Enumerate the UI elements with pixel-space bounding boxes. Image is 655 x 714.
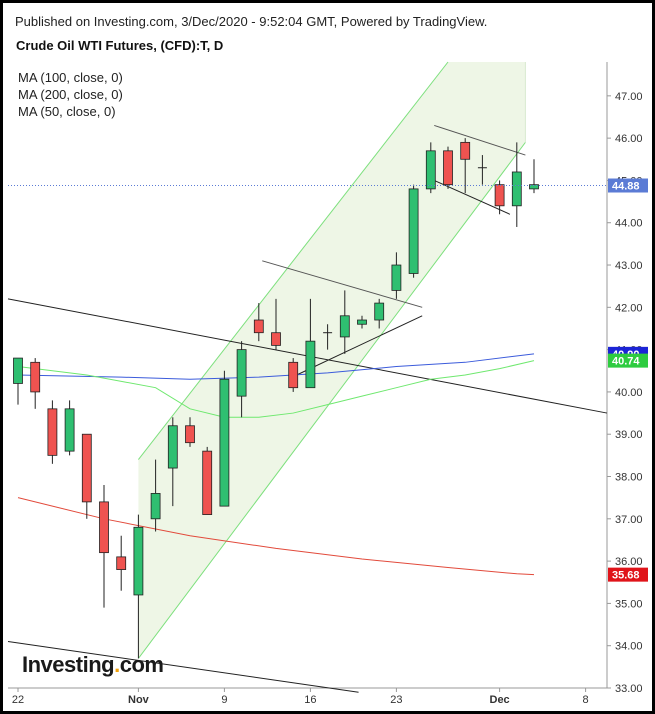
x-tick-label: 9 — [221, 694, 227, 706]
y-tick-label: 34.00 — [615, 641, 643, 653]
ma-50-line — [17, 360, 535, 418]
logo-suffix: com — [119, 652, 164, 677]
y-tick-label: 36.00 — [615, 556, 643, 568]
y-tick-label: 40.00 — [615, 387, 643, 399]
ma-200-line — [17, 497, 535, 576]
candle[interactable] — [202, 450, 213, 515]
y-tick-label: 46.00 — [615, 133, 643, 145]
x-tick-label: 22 — [12, 694, 24, 706]
pennant-upper-line — [262, 260, 423, 308]
y-tick-label: 33.00 — [615, 683, 643, 695]
ma-200-label: MA (200, close, 0) — [18, 87, 123, 102]
candle[interactable] — [185, 425, 195, 444]
candle[interactable] — [236, 349, 247, 397]
y-tick-label: 43.00 — [615, 260, 643, 272]
logo-dot: . — [114, 652, 120, 677]
candle[interactable] — [253, 319, 264, 334]
candle[interactable] — [81, 433, 92, 503]
x-tick-label: 16 — [304, 694, 316, 706]
y-tick-label: 44.00 — [615, 218, 643, 230]
flag-lower-line — [434, 179, 511, 215]
published-header: Published on Investing.com, 3/Dec/2020 -… — [15, 14, 488, 29]
candle[interactable] — [271, 332, 281, 346]
ma-100-label: MA (100, close, 0) — [18, 70, 123, 85]
flag-upper-line — [434, 124, 526, 156]
candle[interactable] — [47, 408, 58, 456]
candle[interactable] — [408, 188, 419, 274]
candle[interactable] — [116, 556, 127, 570]
candle[interactable] — [167, 425, 178, 469]
price-label: 44.88 — [612, 181, 640, 193]
price-label: 35.68 — [612, 570, 640, 582]
y-tick-label: 47.00 — [615, 91, 643, 103]
price-label-box — [608, 567, 648, 582]
y-tick-label: 39.00 — [615, 429, 643, 441]
candle[interactable] — [288, 361, 299, 389]
x-tick-label: Nov — [128, 694, 150, 706]
candle[interactable] — [374, 302, 385, 321]
instrument-title: Crude Oil WTI Futures, (CFD):T, D — [16, 38, 224, 53]
candle[interactable] — [13, 357, 23, 384]
ma-50-label: MA (50, close, 0) — [18, 104, 116, 119]
candle[interactable] — [219, 378, 230, 507]
candle[interactable] — [305, 340, 316, 389]
candle[interactable] — [64, 408, 75, 452]
candle[interactable] — [391, 264, 402, 291]
candle[interactable] — [30, 361, 41, 393]
price-label-box — [608, 353, 648, 368]
candle[interactable] — [339, 315, 350, 338]
price-label-box — [608, 178, 648, 193]
candle[interactable] — [425, 150, 436, 190]
candle[interactable] — [529, 184, 539, 190]
y-tick-label: 37.00 — [615, 514, 643, 526]
x-tick-label: Dec — [490, 694, 510, 706]
y-tick-label: 35.00 — [615, 598, 643, 610]
candle[interactable] — [133, 526, 144, 596]
channel-upper-line — [138, 61, 449, 460]
investing-logo: Investing.com — [22, 652, 164, 678]
pennant-lower-line — [296, 315, 423, 376]
y-tick-label: 38.00 — [615, 472, 643, 484]
y-tick-label: 42.00 — [615, 302, 643, 314]
candle[interactable] — [443, 150, 453, 186]
candle[interactable] — [150, 493, 161, 520]
candle[interactable] — [494, 184, 505, 207]
candle[interactable] — [99, 501, 109, 554]
x-tick-label: 8 — [583, 694, 589, 706]
price-label: 40.74 — [612, 356, 640, 368]
candle[interactable] — [357, 319, 367, 325]
candle[interactable] — [460, 141, 471, 160]
x-tick-label: 23 — [390, 694, 402, 706]
channel-lower-line — [137, 142, 526, 659]
logo-text: Investing — [22, 652, 115, 677]
candle[interactable] — [511, 171, 522, 207]
lower-trendline — [7, 640, 359, 693]
